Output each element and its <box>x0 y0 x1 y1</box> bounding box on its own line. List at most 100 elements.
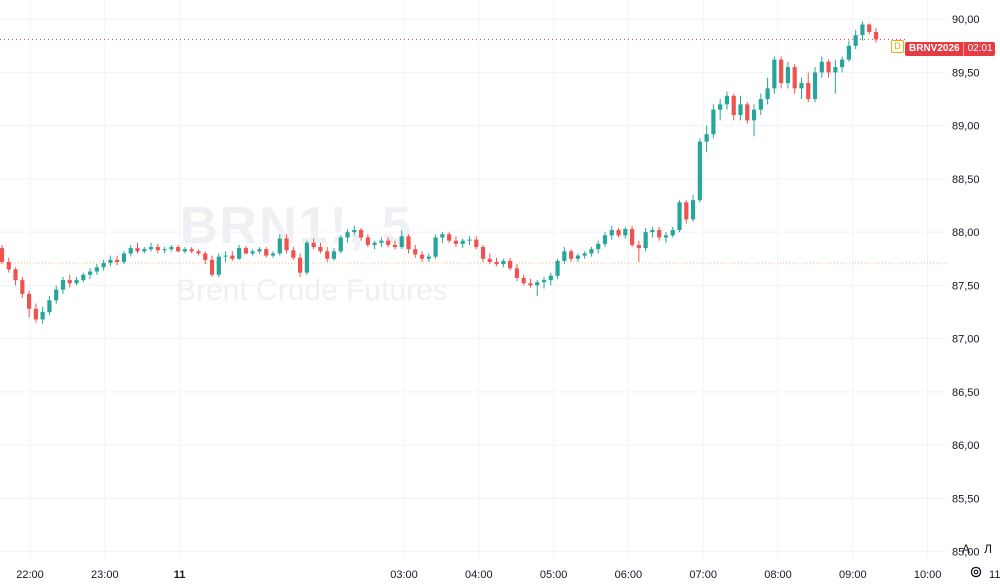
candle-body <box>589 249 594 254</box>
candle-body <box>47 300 52 313</box>
candle-body <box>115 259 120 262</box>
candle-body <box>440 234 445 238</box>
candle-body <box>27 293 32 309</box>
candle-body <box>677 202 682 231</box>
candle-body <box>738 104 743 116</box>
candle-body <box>474 239 479 248</box>
candle-body <box>833 67 838 73</box>
candle-body <box>853 35 858 46</box>
candle-body <box>155 247 160 251</box>
candle-body <box>257 249 262 252</box>
candle-body <box>467 239 472 241</box>
candle-body <box>514 268 520 278</box>
candle-body <box>264 249 269 256</box>
time-tick-label: 23:00 <box>91 569 119 581</box>
candle-body <box>521 277 526 284</box>
candle-body <box>528 283 533 286</box>
candle-body <box>643 232 648 249</box>
current-price-badge: BRNV2026 02:01 <box>905 42 995 56</box>
candle-body <box>298 257 303 273</box>
time-tick-label: 03:00 <box>390 569 418 581</box>
candle-body <box>812 72 818 100</box>
candle-body <box>230 255 235 259</box>
candle-body <box>494 261 499 265</box>
candle-body <box>209 259 215 275</box>
candle-body <box>101 263 106 268</box>
candle-body <box>657 230 662 238</box>
time-tick-label: 08:00 <box>764 569 792 581</box>
candle-body <box>318 247 323 252</box>
candle-body <box>697 141 702 201</box>
auto-scale-button[interactable]: А <box>961 542 970 556</box>
candle-body <box>772 59 777 89</box>
candle-body <box>399 236 404 248</box>
candle-body <box>291 250 296 258</box>
candle-body <box>60 280 66 290</box>
candle-body <box>569 251 574 259</box>
candle-body <box>582 253 587 256</box>
candle-body <box>81 274 86 281</box>
candles <box>0 21 879 324</box>
candle-body <box>352 230 357 233</box>
candle-body <box>629 228 635 245</box>
candle-body <box>718 104 723 110</box>
candle-body <box>270 253 276 256</box>
candle-body <box>379 240 384 243</box>
candle-body <box>840 59 845 68</box>
time-tick-label: 06:00 <box>615 569 643 581</box>
candle-body <box>690 200 696 220</box>
time-tick-label: 11 <box>174 569 186 581</box>
log-scale-button[interactable]: Л <box>984 542 992 556</box>
candle-body <box>142 249 147 252</box>
candle-body <box>67 280 72 284</box>
candle-body <box>480 247 486 259</box>
time-tick-label: 09:00 <box>839 569 867 581</box>
candle-body <box>711 109 716 135</box>
candle-body <box>250 251 255 254</box>
candle-body <box>223 255 228 257</box>
candle-body <box>325 251 330 259</box>
price-axis[interactable]: 85,00 85,50 86,00 86,50 87,00 87,50 88,00 88,50… <box>952 14 980 558</box>
candle-body <box>548 275 553 281</box>
time-axis[interactable]: 22:00 23:00 11 03:00 04:00 05:00 06:00 07:00 08:… <box>16 569 1000 581</box>
price-tick-label: 85,00 <box>952 547 980 559</box>
candle-body <box>650 230 655 233</box>
dividend-marker[interactable]: D <box>891 40 904 53</box>
candle-body <box>447 234 452 241</box>
candle-body <box>684 202 689 220</box>
candle-body <box>13 269 18 281</box>
candle-body <box>609 230 614 236</box>
watermark-ticker: BRN1!, 5 <box>180 197 413 255</box>
candle-body <box>433 237 438 257</box>
candle-body <box>745 104 750 121</box>
candle-body <box>623 228 628 236</box>
time-tick-label: 04:00 <box>465 569 493 581</box>
candle-body <box>751 109 757 121</box>
candle-body <box>237 248 242 259</box>
candle-body <box>562 251 567 261</box>
time-tick-label: 05:00 <box>540 569 568 581</box>
candle-body <box>663 235 669 238</box>
candle-body <box>596 243 601 250</box>
candle-body <box>94 267 99 272</box>
price-tick-label: 89,00 <box>952 121 980 133</box>
candle-body <box>169 247 174 250</box>
candle-body <box>508 260 513 269</box>
chart-grid <box>0 0 946 558</box>
time-tick-label: 07:00 <box>689 569 717 581</box>
candle-body <box>413 249 418 255</box>
candle-body <box>203 253 208 260</box>
candle-body <box>182 249 188 252</box>
candle-body <box>304 242 309 273</box>
candle-body <box>365 237 370 245</box>
candle-body <box>785 67 791 84</box>
candle-body <box>6 261 11 270</box>
candle-body <box>345 232 350 238</box>
candle-body <box>487 258 492 262</box>
candle-body <box>806 83 811 100</box>
candle-body <box>338 237 343 252</box>
gear-icon[interactable] <box>969 565 983 579</box>
price-lines <box>0 38 946 264</box>
candle-body <box>616 230 621 236</box>
